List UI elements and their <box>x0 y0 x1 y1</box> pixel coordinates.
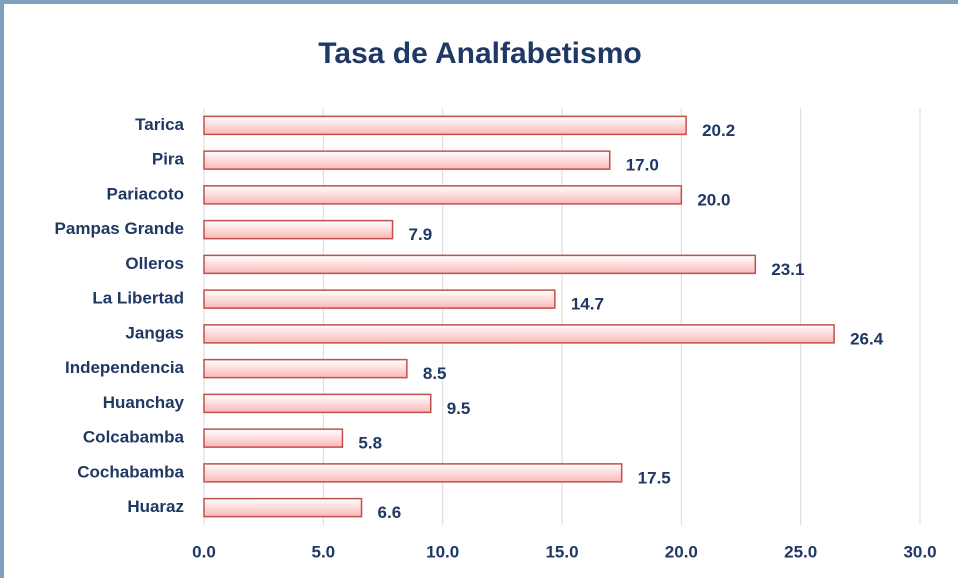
y-tick-label: Cochabamba <box>77 462 184 481</box>
bar <box>203 219 394 240</box>
x-tick-label: 15.0 <box>545 542 578 561</box>
value-label: 20.2 <box>702 121 735 140</box>
bar <box>203 150 611 170</box>
x-tick-label: 20.0 <box>665 542 698 561</box>
bar <box>203 185 683 205</box>
bar <box>203 289 556 309</box>
y-tick-label: Pariacoto <box>107 184 184 203</box>
value-label: 20.0 <box>697 190 730 209</box>
value-label: 26.4 <box>850 329 884 348</box>
y-tick-label: Olleros <box>125 254 184 273</box>
x-tick-label: 0.0 <box>192 542 216 561</box>
y-tick-label: Pampas Grande <box>55 219 184 238</box>
y-tick-label: Independencia <box>65 358 185 377</box>
y-tick-label: Huanchay <box>103 393 185 412</box>
value-label: 6.6 <box>378 503 402 522</box>
x-tick-label: 25.0 <box>784 542 817 561</box>
bar <box>203 115 687 136</box>
y-tick-label: Tarica <box>135 115 184 134</box>
bar <box>203 254 757 275</box>
value-label: 7.9 <box>409 225 433 244</box>
bar <box>203 324 835 344</box>
chart-title: Tasa de Analfabetismo <box>318 37 641 70</box>
value-label: 14.7 <box>571 295 604 314</box>
bar <box>203 463 623 483</box>
x-tick-label: 30.0 <box>903 542 936 561</box>
x-tick-label: 5.0 <box>312 542 336 561</box>
y-tick-label: Huaraz <box>127 497 184 516</box>
value-label: 8.5 <box>423 364 447 383</box>
bar <box>203 358 408 379</box>
y-tick-label: La Libertad <box>92 289 184 308</box>
y-tick-label: Jangas <box>125 323 184 342</box>
bar <box>203 393 432 414</box>
value-label: 17.0 <box>626 156 659 175</box>
bar <box>203 497 363 518</box>
value-label: 5.8 <box>358 434 382 453</box>
y-tick-label: Pira <box>152 150 185 169</box>
value-label: 9.5 <box>447 399 471 418</box>
x-tick-label: 10.0 <box>426 542 459 561</box>
bar <box>203 428 344 448</box>
value-label: 23.1 <box>771 260 804 279</box>
value-label: 17.5 <box>638 468 671 487</box>
y-tick-label: Colcabamba <box>83 428 185 447</box>
